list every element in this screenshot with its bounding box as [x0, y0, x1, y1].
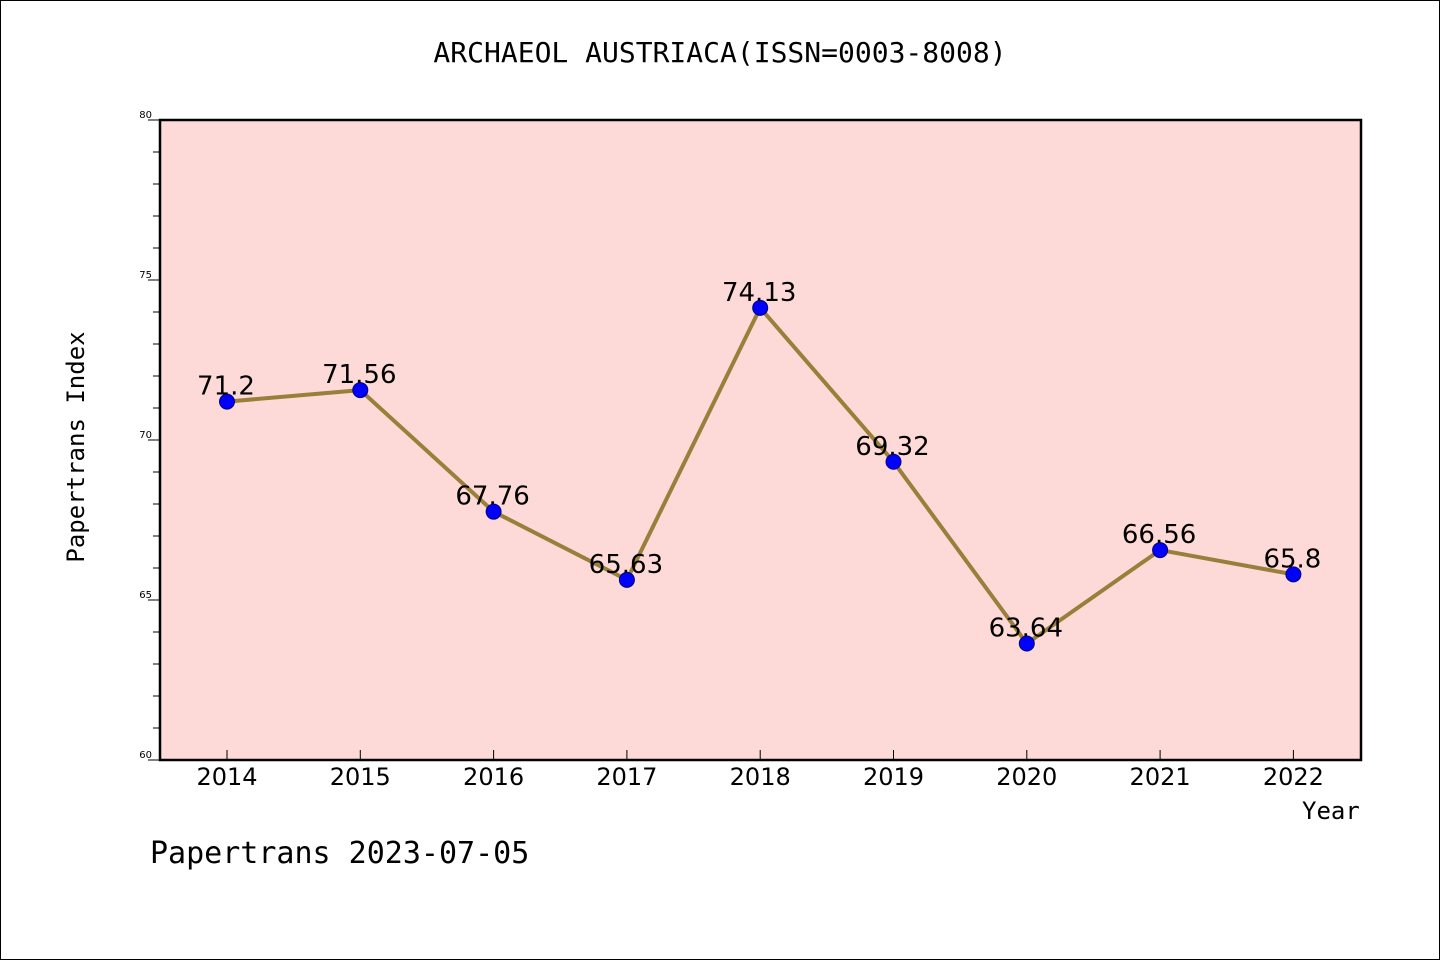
plot-area: [160, 120, 1361, 760]
data-point: [618, 571, 635, 588]
data-label: 69.32: [855, 432, 929, 462]
data-label: 74.13: [722, 278, 796, 308]
y-tick-label: 70: [139, 430, 152, 441]
x-tick-label: 2015: [330, 763, 391, 791]
x-tick-label: 2022: [1263, 763, 1324, 791]
x-tick-label: 2018: [730, 763, 791, 791]
data-label: 65.8: [1263, 544, 1321, 574]
y-axis-ticks: 60 65 70 75 80: [139, 110, 160, 761]
data-point: [219, 393, 235, 410]
plot-border: [158, 118, 1363, 762]
footer-note: Papertrans 2023-07-05: [150, 836, 530, 871]
data-point: [485, 503, 502, 520]
data-label: 65.63: [589, 550, 663, 580]
data-points: [219, 299, 1302, 652]
x-tick-label: 2014: [196, 763, 257, 791]
data-point: [885, 453, 902, 470]
data-label: 63.64: [989, 614, 1063, 644]
x-tick-label: 2017: [596, 763, 657, 791]
data-point: [1285, 566, 1302, 583]
y-tick-label: 60: [139, 750, 152, 761]
y-tick-label: 75: [139, 270, 152, 281]
x-axis-ticks: 2014 2015 2016 2017 2018 2019 2020 2021 2022: [196, 750, 1324, 791]
x-tick-label: 2016: [463, 763, 524, 791]
data-point: [1018, 635, 1035, 652]
y-tick-label: 80: [139, 110, 152, 121]
x-tick-label: 2020: [996, 763, 1057, 791]
chart-title: ARCHAEOL AUSTRIACA(ISSN=0003-8008): [433, 36, 1007, 69]
y-tick-label: 65: [139, 590, 152, 601]
data-point: [352, 382, 369, 399]
data-label: 66.56: [1122, 520, 1196, 550]
data-point: [752, 299, 769, 316]
x-tick-label: 2021: [1130, 763, 1191, 791]
x-axis-label: Year: [1302, 797, 1360, 825]
data-label: 71.56: [322, 360, 396, 390]
data-labels: 71.2 71.56 67.76 65.63 74.13 69.32 63.64 66.56 6…: [197, 278, 1321, 644]
data-label: 67.76: [455, 482, 529, 512]
data-label: 71.2: [197, 372, 255, 402]
x-tick-label: 2019: [863, 763, 924, 791]
data-point: [1152, 542, 1169, 559]
